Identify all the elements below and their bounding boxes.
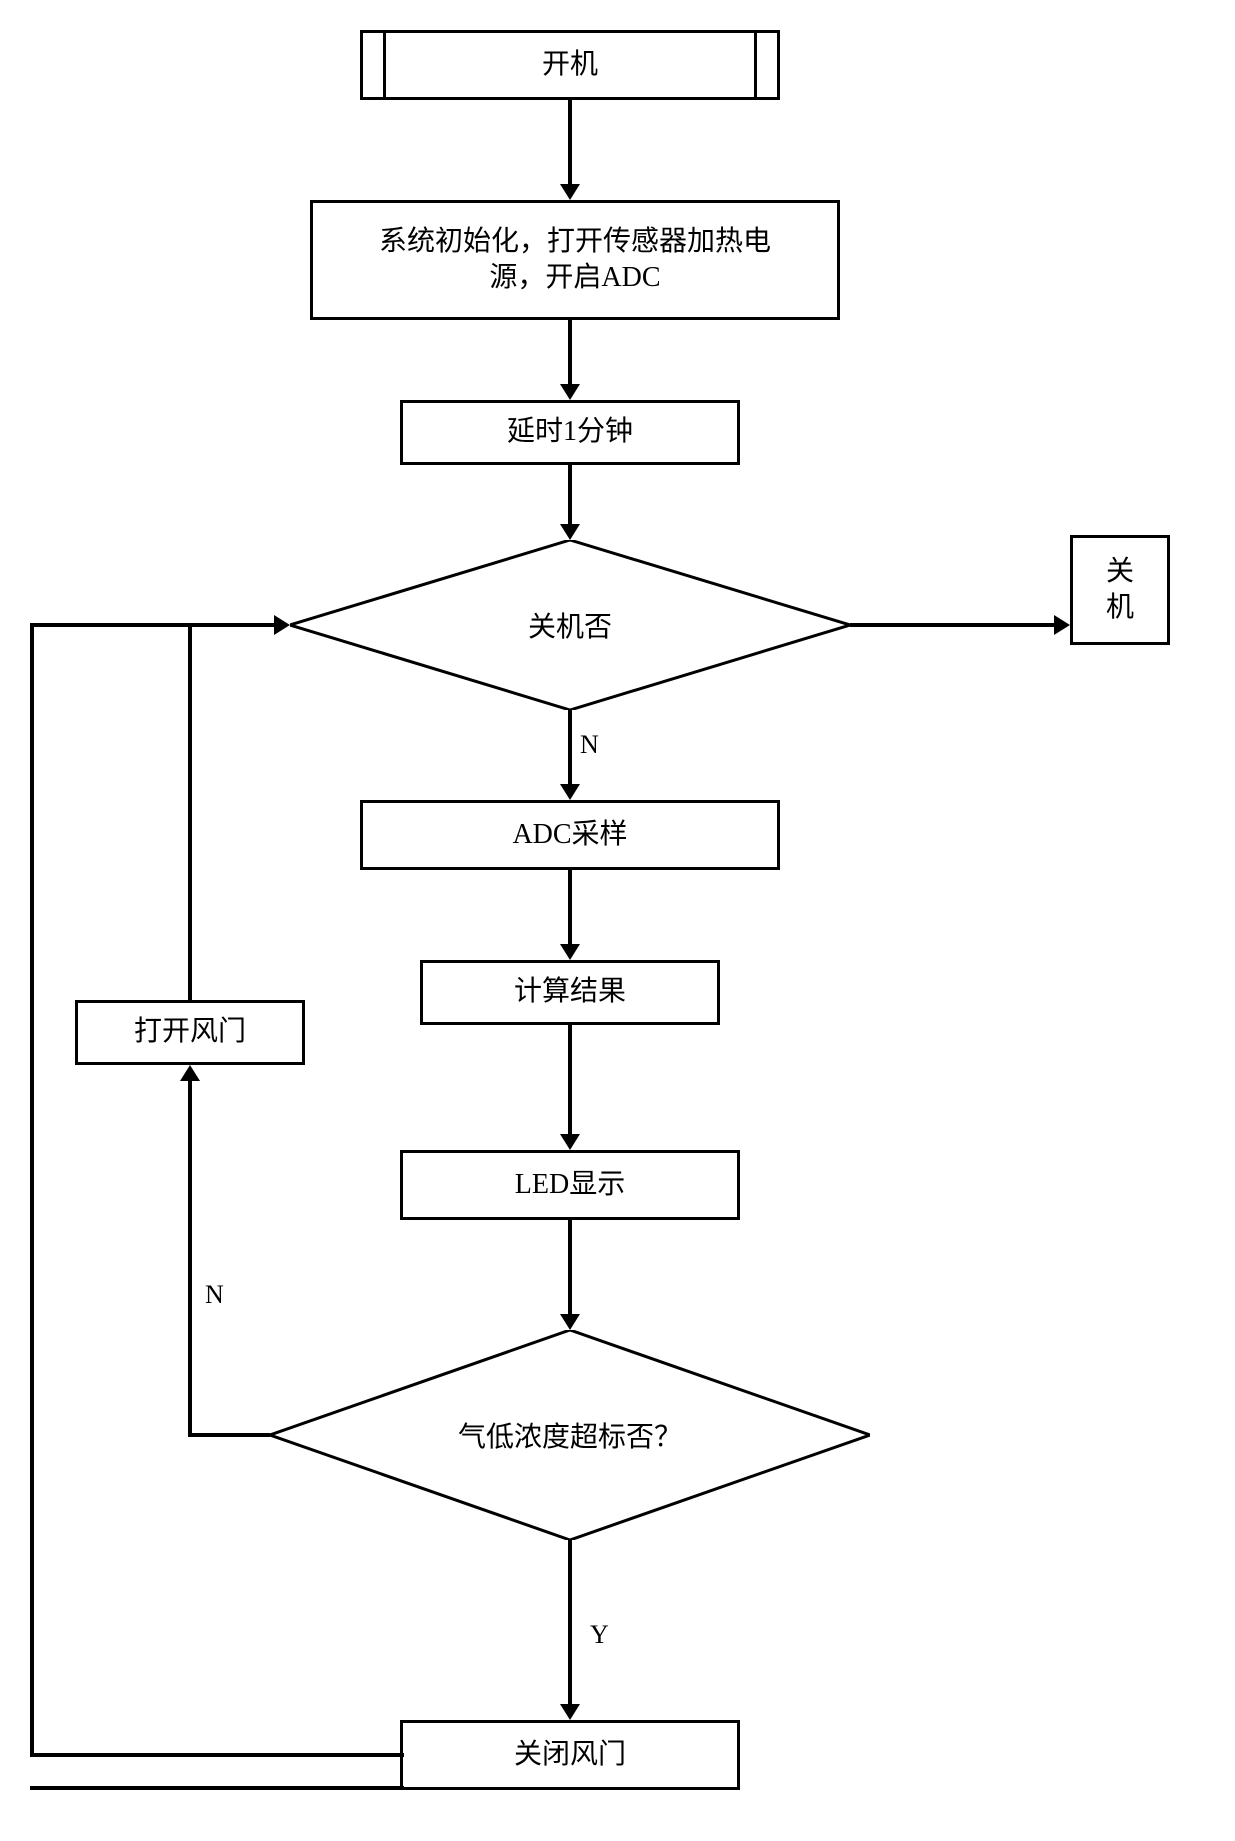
node-close-valve: 关闭风门 bbox=[400, 1720, 740, 1790]
edge-shutdownq-adc bbox=[568, 710, 572, 784]
edge-overq-openv-h bbox=[188, 1433, 270, 1437]
node-delay: 延时1分钟 bbox=[400, 400, 740, 465]
edge-closev-loop-from bbox=[30, 1753, 404, 1757]
node-shutdown-label: 关 机 bbox=[1106, 554, 1134, 627]
node-open-valve-label: 打开风门 bbox=[134, 1014, 246, 1050]
edge-overq-closev-head bbox=[560, 1704, 580, 1720]
edge-closev-loop-v bbox=[30, 623, 34, 1757]
node-start: 开机 bbox=[360, 30, 780, 100]
node-start-label: 开机 bbox=[542, 47, 598, 83]
node-shutdown: 关 机 bbox=[1070, 535, 1170, 645]
node-delay-label: 延时1分钟 bbox=[507, 414, 633, 450]
edge-overq-openv-v bbox=[188, 1081, 192, 1437]
edge-calc-led-head bbox=[560, 1134, 580, 1150]
node-init-label: 系统初始化，打开传感器加热电 源，开启ADC bbox=[379, 224, 771, 297]
edge-start-init bbox=[568, 100, 572, 184]
edge-led-overq bbox=[568, 1220, 572, 1314]
edge-openv-shutdownq-h bbox=[188, 623, 274, 627]
edge-closev-loop-h2 bbox=[30, 623, 188, 627]
edge-shutdownq-shutdown bbox=[850, 623, 1054, 627]
edge-start-init-head bbox=[560, 184, 580, 200]
edge-overq-openv-label: N bbox=[205, 1280, 224, 1310]
edge-adc-calc bbox=[568, 870, 572, 944]
flowchart-canvas: 开机 系统初始化，打开传感器加热电 源，开启ADC 延时1分钟 关机否 关 机 … bbox=[0, 0, 1235, 1841]
edge-overq-closev-label: Y bbox=[590, 1620, 609, 1650]
node-close-valve-label: 关闭风门 bbox=[514, 1737, 626, 1773]
node-adc: ADC采样 bbox=[360, 800, 780, 870]
node-over-decision: 气低浓度超标否？ bbox=[270, 1330, 870, 1540]
edge-openv-shutdownq-head bbox=[274, 615, 290, 635]
edge-shutdownq-adc-label: N bbox=[580, 730, 599, 760]
node-led: LED显示 bbox=[400, 1150, 740, 1220]
edge-shutdownq-adc-head bbox=[560, 784, 580, 800]
node-calc: 计算结果 bbox=[420, 960, 720, 1025]
edge-delay-shutdownq-head bbox=[560, 524, 580, 540]
node-over-decision-label: 气低浓度超标否？ bbox=[458, 1415, 682, 1455]
node-init: 系统初始化，打开传感器加热电 源，开启ADC bbox=[310, 200, 840, 320]
edge-openv-shutdownq-v bbox=[188, 625, 192, 1000]
edge-led-overq-head bbox=[560, 1314, 580, 1330]
edge-adc-calc-head bbox=[560, 944, 580, 960]
edge-init-delay-head bbox=[560, 384, 580, 400]
node-led-label: LED显示 bbox=[515, 1167, 625, 1203]
edge-overq-openv-head bbox=[180, 1065, 200, 1081]
node-shutdown-decision: 关机否 bbox=[290, 540, 850, 710]
node-shutdown-decision-label: 关机否 bbox=[528, 605, 612, 645]
edge-overq-closev bbox=[568, 1540, 572, 1704]
edge-closev-loop-h1 bbox=[30, 1786, 404, 1790]
edge-delay-shutdownq bbox=[568, 465, 572, 524]
edge-calc-led bbox=[568, 1025, 572, 1134]
edge-init-delay bbox=[568, 320, 572, 384]
node-adc-label: ADC采样 bbox=[512, 817, 627, 853]
node-open-valve: 打开风门 bbox=[75, 1000, 305, 1065]
edge-shutdownq-shutdown-head bbox=[1054, 615, 1070, 635]
node-calc-label: 计算结果 bbox=[514, 974, 626, 1010]
edge-closev-loop-bottom bbox=[400, 1786, 404, 1790]
